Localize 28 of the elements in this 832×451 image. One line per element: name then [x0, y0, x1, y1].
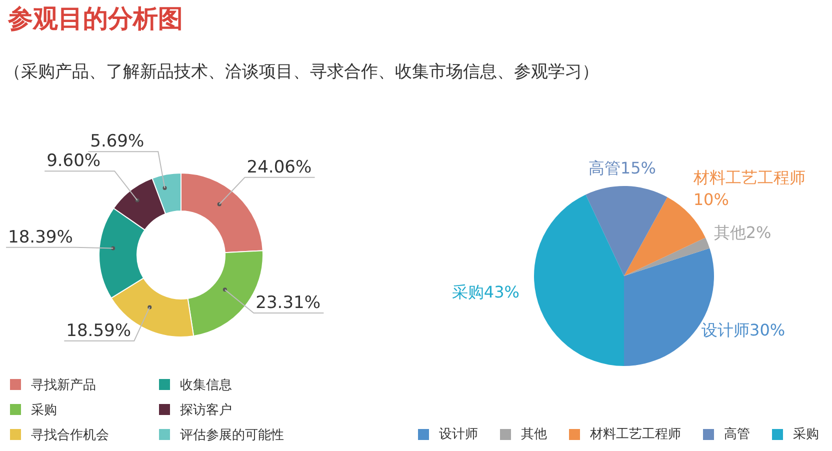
legend-label: 评估参展的可能性: [180, 426, 284, 444]
pie-slice: [624, 238, 710, 276]
data-label: 18.39%: [8, 227, 73, 248]
legend-label: 设计师: [439, 426, 478, 443]
legend-label: 材料工艺工程师: [590, 426, 681, 443]
legend-label: 探访客户: [180, 402, 232, 418]
pie-slice: [586, 186, 668, 276]
category-label: 高管15%: [588, 158, 656, 178]
data-label: 18.59%: [66, 320, 131, 341]
legend-label: 其他: [521, 426, 547, 443]
category-label: 采购43%: [452, 282, 520, 302]
pie-slice: [534, 194, 624, 366]
legend-label: 寻找新产品: [31, 376, 96, 394]
data-label: 9.60%: [46, 151, 101, 172]
legend-label: 采购: [793, 426, 819, 443]
category-label: 设计师30%: [702, 320, 786, 340]
data-label: 10%: [693, 190, 729, 210]
legend-label: 收集信息: [180, 376, 232, 394]
legend-label: 寻找合作机会: [31, 426, 109, 444]
chart-subtitle: （采购产品、了解新品技术、洽谈项目、寻求合作、收集市场信息、参观学习）: [4, 61, 599, 83]
data-label: 23.31%: [256, 292, 320, 313]
slice-label: 材料工艺工程师: [692, 168, 806, 188]
data-label: 5.69%: [90, 132, 144, 152]
data-label: 24.06%: [246, 157, 312, 178]
legend-label: 采购: [31, 402, 57, 418]
chart-title: 参观目的分析图: [8, 3, 183, 35]
category-label: 其他2%: [714, 222, 772, 242]
legend-label: 高管: [724, 426, 750, 443]
